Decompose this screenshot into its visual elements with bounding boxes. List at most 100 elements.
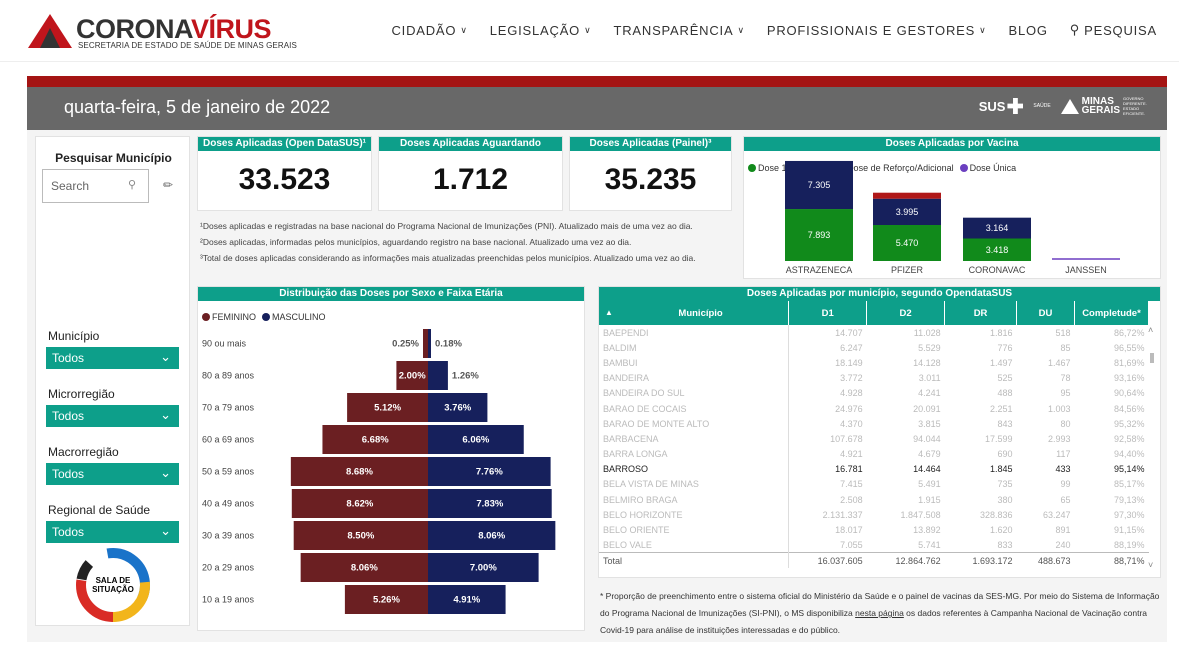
vaccine-bar-label: 3.164 xyxy=(986,223,1009,233)
age-sex-chart-legend: FEMININO MASCULINO xyxy=(202,312,326,322)
table-total-row: Total 16.037.605 12.864.762 1.693.172 488.67… xyxy=(599,552,1149,568)
table-cell: 94,40% xyxy=(1113,449,1145,460)
eraser-icon[interactable]: ✏ xyxy=(163,178,174,192)
sus-cross-icon xyxy=(1007,98,1024,114)
coronavirus-logo[interactable]: CORONAVÍRUS SECRETARIA DE ESTADO DE SAÚD… xyxy=(26,12,297,55)
table-row[interactable]: BANDEIRA DO SUL 4.928 4.241 488 95 90,64% xyxy=(599,385,1149,401)
table-cell: BARAO DE MONTE ALTO xyxy=(599,416,790,432)
column-header[interactable]: DR xyxy=(944,301,1018,325)
column-header[interactable]: DU xyxy=(1016,301,1075,325)
filter-select[interactable]: Todos ⌄ xyxy=(46,521,179,543)
minas-gerais-logo: MINAS GERAIS GOVERNO DIFERENTE. ESTADO EF… xyxy=(1060,96,1155,116)
table-row[interactable]: BARAO DE COCAIS 24.976 20.091 2.251 1.003 84,… xyxy=(599,400,1149,417)
table-cell: 80 xyxy=(1060,418,1071,429)
masculino-value-label: 3.76% xyxy=(444,403,471,414)
table-cell: 1.847.508 xyxy=(900,509,941,520)
legend-swatch xyxy=(959,164,968,172)
filter-select[interactable]: Todos ⌄ xyxy=(46,347,179,369)
filter-select[interactable]: Todos ⌄ xyxy=(46,463,179,485)
filter-value: Todos xyxy=(52,525,85,539)
legend-label: Dose de Reforço/Adicional xyxy=(847,163,954,173)
table-row[interactable]: BALDIM 6.247 5.529 776 85 96,55% xyxy=(599,340,1149,356)
table-row[interactable]: BARBACENA 107.678 94.044 17.599 2.993 92,58% xyxy=(599,431,1149,447)
masculino-bar xyxy=(428,425,524,454)
table-cell: 95,14% xyxy=(1113,464,1145,475)
table-total-cell: 1.693.172 xyxy=(944,552,1017,568)
feminino-bar xyxy=(396,361,428,390)
nav-item-5[interactable]: ⚲ PESQUISA xyxy=(1070,22,1157,38)
table-row[interactable]: BELO HORIZONTE 2.131.337 1.847.508 328.836 6… xyxy=(599,507,1149,523)
table-cell: 88,19% xyxy=(1113,539,1145,550)
table-row[interactable]: BANDEIRA 3.772 3.011 525 78 93,16% xyxy=(599,370,1149,386)
table-scrollbar[interactable]: ˄ ˅ xyxy=(1148,325,1156,570)
sala-logo-text-1: SALA DE xyxy=(96,576,131,585)
age-group-label: 90 ou mais xyxy=(202,339,247,349)
dashboard: quarta-feira, 5 de janeiro de 2022 SUS S… xyxy=(27,76,1167,642)
table-row[interactable]: BARRA LONGA 4.921 4.679 690 117 94,40% xyxy=(599,446,1149,462)
table-cell: 3.011 xyxy=(918,373,941,384)
table-cell: 95 xyxy=(1060,388,1071,399)
masculino-bar xyxy=(428,585,506,614)
table-cell: 1.003 xyxy=(1047,403,1071,414)
table-row[interactable]: BARROSO 16.781 14.464 1.845 433 95,14% xyxy=(599,461,1149,477)
table-cell: 20.091 xyxy=(913,403,941,414)
age-group-label: 50 a 59 anos xyxy=(202,467,255,477)
table-cell: 86,72% xyxy=(1113,327,1145,338)
table-cell: 2.993 xyxy=(1047,433,1071,444)
masculino-bar xyxy=(428,329,431,358)
table-row[interactable]: BAMBUI 18.149 14.128 1.497 1.467 81,69% xyxy=(599,355,1149,371)
column-header[interactable]: D1 xyxy=(788,301,868,325)
vaccine-bar-label: 5.470 xyxy=(896,238,919,248)
age-group-label: 20 a 29 anos xyxy=(202,563,255,573)
table-cell: 1.497 xyxy=(990,357,1013,368)
column-header[interactable]: Completude* xyxy=(1074,301,1150,325)
column-header[interactable]: D2 xyxy=(866,301,946,325)
search-title: Pesquisar Município xyxy=(55,151,172,165)
table-cell: BARROSO xyxy=(599,461,790,477)
table-cell: BANDEIRA xyxy=(599,370,790,386)
table-row[interactable]: BELO VALE 7.055 5.741 833 240 88,19% xyxy=(599,537,1149,553)
kpi-value: 1.712 xyxy=(432,163,509,196)
table-cell: BANDEIRA DO SUL xyxy=(599,385,790,401)
table-row[interactable]: BELMIRO BRAGA 2.508 1.915 380 65 79,13% xyxy=(599,492,1149,508)
municipality-search-input[interactable]: Search ⚲ xyxy=(42,169,149,203)
filter-select[interactable]: Todos ⌄ xyxy=(46,405,179,427)
main-menu: CIDADÃO ∨ LEGISLAÇÃO ∨ TRANSPARÊNCIA ∨ PROFISS… xyxy=(391,22,1157,38)
table-cell: BELA VISTA DE MINAS xyxy=(599,476,790,493)
kpi-card: Doses Aplicadas Aguardando Registro² 1.71… xyxy=(378,136,563,211)
nav-label: BLOG xyxy=(1008,22,1048,38)
nesta-pagina-link[interactable]: nesta página xyxy=(855,608,904,618)
masculino-bar xyxy=(428,553,539,582)
table-cell: 11.028 xyxy=(913,327,941,338)
table-row[interactable]: BARAO DE MONTE ALTO 4.370 3.815 843 80 95,32% xyxy=(599,416,1149,432)
table-cell: 14.707 xyxy=(835,327,863,338)
nav-item-0[interactable]: CIDADÃO ∨ xyxy=(391,22,467,38)
feminino-value-label: 6.68% xyxy=(362,435,389,446)
table-cell: 690 xyxy=(997,449,1013,460)
feminino-bar xyxy=(423,329,428,358)
svg-text:˅: ˅ xyxy=(1148,560,1153,570)
table-cell: 891 xyxy=(1055,525,1071,536)
masculino-value-label: 7.00% xyxy=(470,563,497,574)
feminino-bar xyxy=(300,553,428,582)
table-cell: 2.131.337 xyxy=(822,509,863,520)
feminino-value-label: 5.26% xyxy=(373,595,400,606)
table-total-cell: 16.037.605 xyxy=(788,552,867,568)
table-row[interactable]: BAEPENDI 14.707 11.028 1.816 518 86,72% xyxy=(599,325,1149,341)
nav-item-4[interactable]: BLOG xyxy=(1008,22,1047,38)
masculino-value-label: 7.76% xyxy=(476,467,503,478)
sort-up-icon[interactable]: ▲ xyxy=(605,307,613,317)
feminino-value-label: 8.62% xyxy=(346,499,373,510)
filter-value: Todos xyxy=(52,467,85,481)
nav-item-1[interactable]: LEGISLAÇÃO ∨ xyxy=(490,22,592,38)
table-cell: 85,17% xyxy=(1113,479,1145,490)
sala-de-situacao-logo: SALA DE SITUAÇÃO xyxy=(76,548,150,622)
table-row[interactable]: BELO ORIENTE 18.017 13.892 1.620 891 91,15% xyxy=(599,522,1149,538)
column-header[interactable]: ▲ Município xyxy=(599,301,790,325)
kpi-card: Doses Aplicadas (Open DataSUS)¹ 33.523 xyxy=(197,136,372,211)
chevron-down-icon: ∨ xyxy=(979,24,987,35)
nav-item-2[interactable]: TRANSPARÊNCIA ∨ xyxy=(613,22,744,38)
table-row[interactable]: BELA VISTA DE MINAS 7.415 5.491 735 99 85,17% xyxy=(599,476,1149,493)
legend-swatch xyxy=(262,313,270,321)
nav-item-3[interactable]: PROFISSIONAIS E GESTORES ∨ xyxy=(767,22,987,38)
